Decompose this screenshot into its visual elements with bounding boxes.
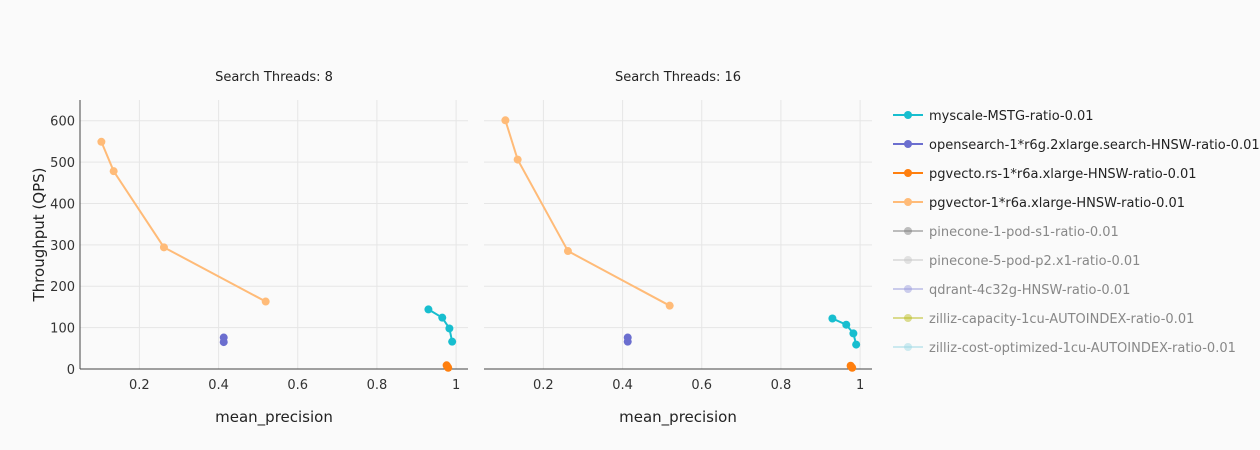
y-tick-label: 0 (67, 363, 75, 378)
data-point (513, 155, 522, 164)
legend-marker-swatch (904, 285, 912, 293)
x-axis-title: mean_precision (619, 408, 737, 427)
x-axis-title: mean_precision (215, 408, 333, 427)
legend-label: pinecone-1-pod-s1-ratio-0.01 (929, 225, 1119, 240)
data-point (665, 301, 674, 310)
data-point (563, 247, 572, 256)
data-point (159, 243, 168, 252)
legend-marker-swatch (904, 111, 912, 119)
legend-marker-swatch (904, 256, 912, 264)
y-axis-title: Throughput (QPS) (30, 168, 48, 303)
legend-marker-swatch (904, 169, 912, 177)
legend-marker-swatch (904, 343, 912, 351)
legend-label: qdrant-4c32g-HNSW-ratio-0.01 (929, 283, 1130, 298)
y-tick-label: 500 (50, 156, 75, 171)
x-tick-label: 0.8 (771, 378, 792, 393)
subplot-title: Search Threads: 8 (215, 70, 333, 85)
legend-marker-swatch (904, 140, 912, 148)
x-tick-label: 0.6 (691, 378, 712, 393)
data-point (848, 363, 857, 372)
data-point (842, 320, 851, 329)
y-tick-label: 200 (50, 280, 75, 295)
data-point (501, 116, 510, 125)
series-line (504, 119, 671, 307)
x-tick-label: 0.4 (208, 378, 229, 393)
legend-label: pgvecto.rs-1*r6a.xlarge-HNSW-ratio-0.01 (929, 167, 1197, 182)
data-point (219, 338, 228, 347)
x-tick-label: 0.4 (612, 378, 633, 393)
legend-label: myscale-MSTG-ratio-0.01 (929, 109, 1094, 124)
data-point (444, 363, 453, 372)
data-point (109, 167, 118, 176)
legend-label: zilliz-capacity-1cu-AUTOINDEX-ratio-0.01 (929, 312, 1194, 327)
legend-label: opensearch-1*r6g.2xlarge.search-HNSW-rat… (929, 138, 1260, 153)
x-tick-label: 0.8 (367, 378, 388, 393)
data-point (448, 337, 457, 346)
y-tick-label: 300 (50, 239, 75, 254)
x-tick-label: 1 (856, 378, 864, 393)
legend-marker-swatch (904, 227, 912, 235)
series-line (100, 141, 267, 303)
data-point (424, 305, 433, 314)
y-tick-label: 400 (50, 197, 75, 212)
data-point (445, 324, 454, 333)
data-point (97, 137, 106, 146)
data-point (828, 314, 837, 323)
data-point (623, 337, 632, 346)
data-point (438, 313, 447, 322)
series-line (831, 317, 858, 345)
data-point (261, 297, 270, 306)
x-tick-label: 0.2 (129, 378, 150, 393)
series-line (427, 308, 454, 342)
legend-marker-swatch (904, 314, 912, 322)
legend-label: zilliz-cost-optimized-1cu-AUTOINDEX-rati… (929, 341, 1236, 356)
x-tick-label: 1 (452, 378, 460, 393)
data-point (852, 340, 861, 349)
x-tick-label: 0.6 (287, 378, 308, 393)
subplot-title: Search Threads: 16 (615, 70, 741, 85)
y-tick-label: 600 (50, 115, 75, 130)
legend-marker-swatch (904, 198, 912, 206)
x-tick-label: 0.2 (533, 378, 554, 393)
legend-label: pgvector-1*r6a.xlarge-HNSW-ratio-0.01 (929, 196, 1185, 211)
y-tick-label: 100 (50, 322, 75, 337)
legend-label: pinecone-5-pod-p2.x1-ratio-0.01 (929, 254, 1140, 269)
data-point (849, 329, 858, 338)
